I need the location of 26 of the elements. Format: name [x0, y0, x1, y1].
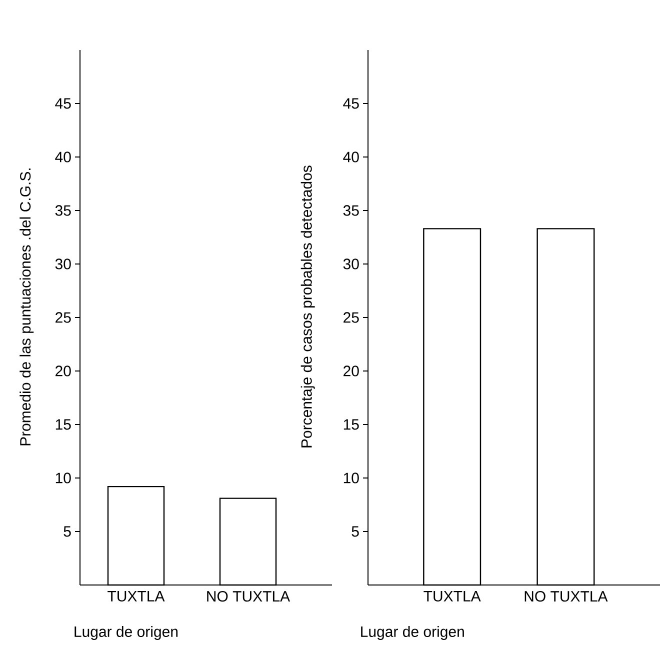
y-tick-label: 35	[343, 205, 359, 216]
x-axis-title: Lugar de origen	[74, 626, 178, 640]
x-tick-label: NO TUXTLA	[207, 591, 290, 602]
y-tick-label: 35	[55, 205, 71, 216]
y-tick-label: 45	[343, 98, 359, 109]
y-tick-label: 10	[56, 472, 71, 484]
y-tick-label: 20	[344, 366, 359, 376]
y-tick-label: 20	[56, 366, 71, 376]
y-tick-label: 5	[352, 526, 359, 537]
x-axis-title: Lugar de origen	[361, 626, 464, 640]
x-tick-label: NO TUXTLA	[524, 591, 608, 602]
y-tick-label: 25	[56, 312, 71, 323]
x-tick-label: TUXTLA	[424, 591, 481, 602]
y-tick-label: 30	[55, 258, 71, 270]
y-tick-label: 25	[344, 312, 359, 323]
y-tick-label: 30	[343, 258, 359, 270]
y-axis-title: Porcentaje de casos probables detectados	[300, 166, 315, 448]
y-tick-label: 5	[64, 526, 71, 537]
y-tick-label: 40	[343, 152, 359, 162]
x-tick-label: TUXTLA	[108, 591, 165, 602]
y-tick-label: 15	[344, 419, 359, 430]
y-tick-label: 45	[55, 98, 71, 109]
y-tick-label: 10	[344, 472, 359, 484]
y-axis-title: Promedio de las puntuaciones .del C.G.S.	[20, 168, 34, 446]
y-tick-label: 15	[56, 419, 71, 430]
y-tick-label: 40	[55, 152, 71, 162]
